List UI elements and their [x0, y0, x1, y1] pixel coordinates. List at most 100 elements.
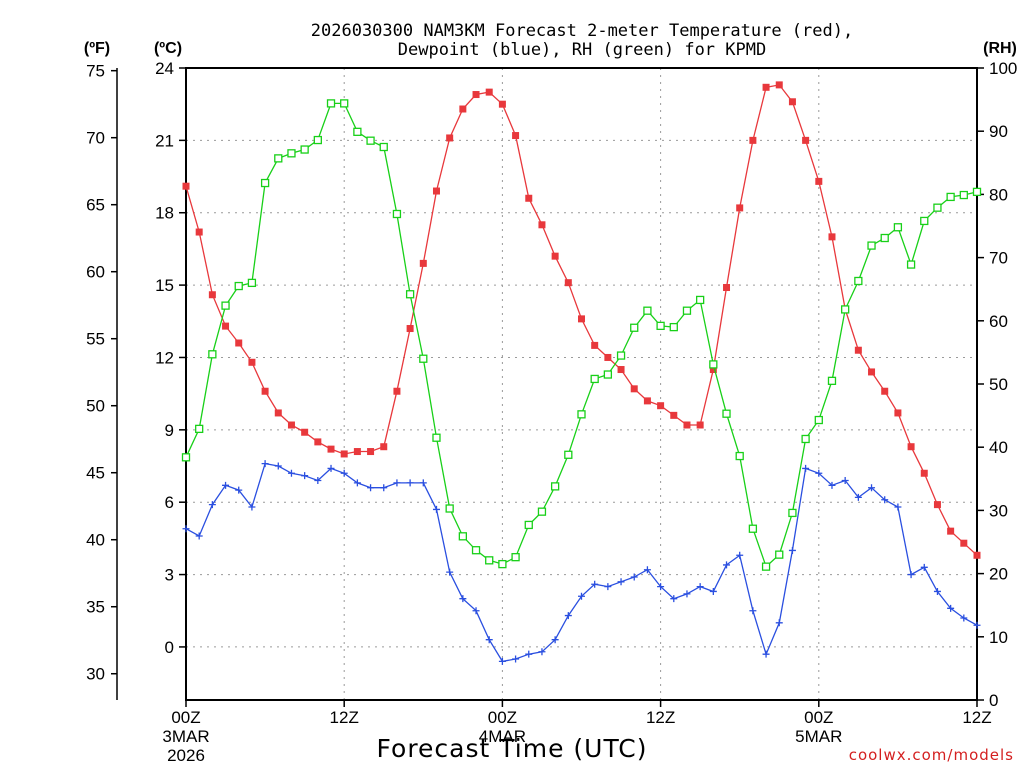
dewpoint-point	[723, 561, 731, 569]
temperature-point	[274, 409, 282, 417]
rh-point	[405, 290, 415, 299]
dewpoint-point	[327, 464, 335, 472]
dewpoint-point	[353, 479, 361, 487]
rh-point	[208, 350, 217, 359]
fahrenheit-tick-label: 70	[86, 129, 105, 148]
rh-point	[775, 550, 784, 559]
dewpoint-point	[406, 479, 414, 487]
rh-tick-label: 80	[989, 185, 1008, 204]
rh-point	[669, 322, 678, 332]
dewpoint-point	[670, 595, 678, 603]
rh-point	[564, 450, 573, 459]
x-tick-label: 12Z	[646, 708, 675, 727]
rh-point	[854, 276, 863, 286]
dewpoint-point	[709, 587, 717, 595]
temperature-point	[643, 397, 651, 405]
temperature-point	[973, 551, 981, 559]
temperature-point	[248, 358, 256, 366]
rh-unit-label: (RH)	[983, 40, 1017, 57]
rh-point	[630, 323, 639, 332]
dewpoint-point	[525, 650, 533, 658]
plot-frame	[185, 67, 978, 701]
x-tick-label: 00Z	[171, 708, 200, 727]
temperature-point	[498, 100, 506, 108]
rh-point	[814, 415, 823, 425]
rh-point	[959, 190, 968, 200]
temperature-point	[261, 387, 269, 395]
dewpoint-point	[538, 648, 546, 656]
temperature-point	[657, 402, 665, 410]
x-axis-label: Forecast Time (UTC)	[377, 734, 648, 763]
dewpoint-point	[696, 583, 704, 591]
temperature-point	[551, 252, 559, 260]
temperature-point	[406, 325, 414, 333]
temperature-point	[472, 91, 480, 99]
rh-point	[577, 410, 586, 419]
temperature-point	[960, 539, 968, 547]
temperature-point	[222, 322, 230, 330]
dewpoint-point	[380, 484, 388, 492]
temperature-point	[182, 182, 190, 190]
dewpoint-point	[736, 551, 744, 559]
temperature-point	[578, 315, 585, 323]
celsius-unit-label: (ºC)	[154, 40, 182, 57]
dewpoint-point	[446, 568, 454, 576]
celsius-tick-label: 18	[155, 204, 174, 223]
dewpoint-point	[854, 493, 862, 501]
rh-point	[880, 233, 889, 243]
x-tick-label: 12Z	[330, 708, 359, 727]
temperature-point	[604, 353, 612, 361]
temperature-point	[868, 368, 876, 376]
rh-tick-label: 30	[989, 501, 1008, 520]
dewpoint-point	[261, 460, 269, 468]
dewpoint-point	[591, 580, 599, 588]
rh-point	[260, 178, 270, 188]
temperature-point	[287, 421, 295, 429]
temperature-point	[485, 88, 493, 96]
rh-point	[893, 223, 903, 232]
rh-point	[590, 374, 599, 384]
rh-tick-label: 0	[989, 691, 998, 710]
dewpoint-point	[432, 505, 440, 513]
rh-point	[274, 154, 283, 163]
temperature-point	[591, 341, 599, 349]
rh-point	[709, 360, 718, 369]
rh-point	[392, 209, 402, 219]
rh-point	[287, 149, 296, 158]
celsius-tick-label: 6	[165, 493, 174, 512]
rh-point	[247, 278, 257, 288]
temperature-point	[301, 428, 309, 436]
rh-point	[458, 532, 468, 541]
temperature-point	[446, 134, 454, 142]
data-series	[181, 81, 982, 665]
dewpoint-point	[841, 476, 849, 484]
temperature-point	[419, 259, 427, 267]
celsius-tick-label: 21	[155, 131, 174, 150]
fahrenheit-unit-label: (ºF)	[84, 40, 110, 57]
chart-title-line-2: Dewpoint (blue), RH (green) for KPMD	[398, 40, 766, 60]
rh-point	[300, 145, 309, 154]
rh-point	[735, 451, 744, 461]
temperature-point	[367, 448, 375, 456]
rh-tick-label: 70	[989, 249, 1008, 268]
temperature-point	[749, 136, 757, 144]
temperature-point	[195, 228, 203, 236]
temperature-point	[393, 387, 401, 395]
rh-point	[326, 99, 336, 108]
temperature-point	[775, 81, 783, 89]
rh-point	[340, 99, 349, 108]
dewpoint-point	[195, 532, 203, 540]
rh-point	[485, 556, 494, 565]
x-year-label: 2026	[167, 746, 205, 765]
celsius-tick-label: 15	[155, 276, 174, 295]
rh-point	[221, 301, 230, 310]
rh-point	[933, 203, 942, 212]
fahrenheit-tick-label: 75	[86, 62, 105, 81]
dewpoint-point	[459, 595, 467, 603]
dewpoint-point	[749, 607, 757, 615]
temperature-point	[788, 98, 796, 106]
temperature-point	[736, 204, 744, 212]
dewpoint-point	[868, 484, 876, 492]
temperature-point	[881, 387, 889, 395]
